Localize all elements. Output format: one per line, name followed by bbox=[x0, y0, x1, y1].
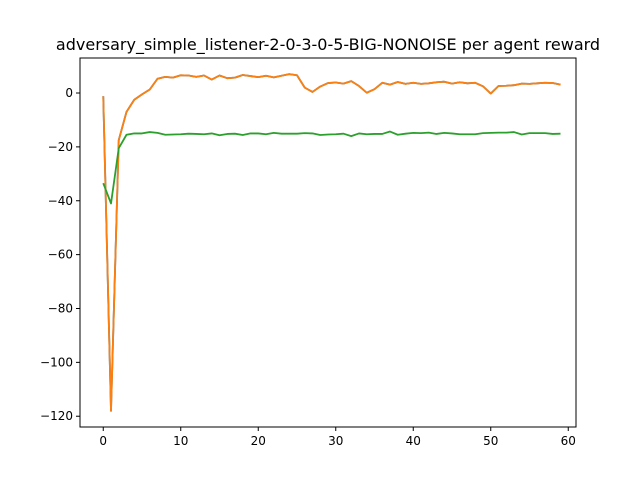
x-tick-label: 40 bbox=[406, 434, 421, 448]
series-layer bbox=[102, 73, 561, 412]
y-tick-label: −40 bbox=[48, 194, 73, 208]
x-tick-label: 0 bbox=[99, 434, 107, 448]
x-tick-label: 20 bbox=[251, 434, 266, 448]
y-tick-label: −120 bbox=[40, 409, 73, 423]
x-tick-label: 10 bbox=[173, 434, 188, 448]
plot-frame bbox=[79, 57, 577, 428]
y-tick-label: 0 bbox=[65, 86, 73, 100]
chart-title: adversary_simple_listener-2-0-3-0-5-BIG-… bbox=[56, 35, 600, 55]
series-line-2 bbox=[102, 73, 561, 412]
axes-layer bbox=[79, 57, 577, 428]
y-tick-label: −60 bbox=[48, 248, 73, 262]
y-tick-label: −80 bbox=[48, 301, 73, 315]
y-tick-label: −20 bbox=[48, 140, 73, 154]
x-axis-ticks: 0 10 20 30 40 50 60 bbox=[99, 427, 576, 448]
y-axis-ticks: −120 −100 −80 −60 −40 −20 0 bbox=[40, 86, 80, 423]
series-line-1 bbox=[102, 73, 561, 412]
x-tick-label: 30 bbox=[328, 434, 343, 448]
series-line-3 bbox=[102, 130, 561, 205]
x-tick-label: 60 bbox=[561, 434, 576, 448]
x-tick-label: 50 bbox=[483, 434, 498, 448]
y-tick-label: −100 bbox=[40, 355, 73, 369]
